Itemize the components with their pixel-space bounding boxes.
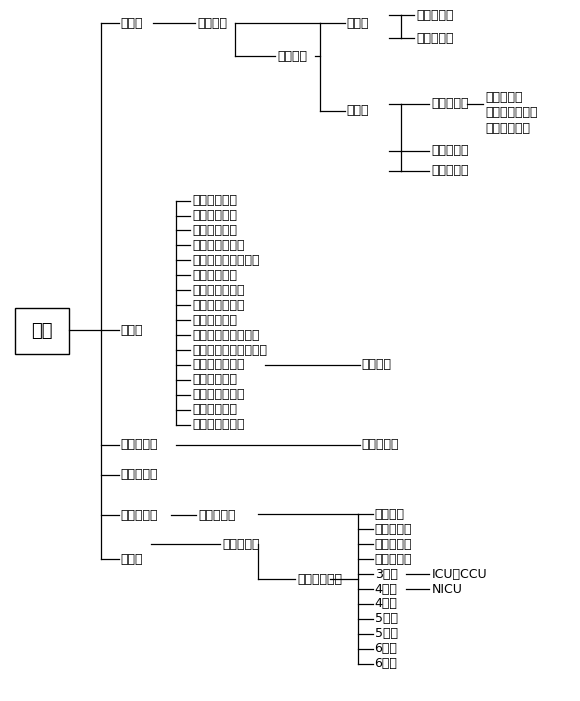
Text: 4　東: 4 東 bbox=[375, 583, 397, 596]
Text: 5　西: 5 西 bbox=[375, 627, 398, 641]
Text: 庶　務　係: 庶 務 係 bbox=[416, 9, 454, 22]
Text: 事務部: 事務部 bbox=[121, 17, 143, 30]
Text: 診療録管理室: 診療録管理室 bbox=[485, 123, 530, 135]
Text: 院長: 院長 bbox=[31, 322, 53, 340]
Text: 6　東: 6 東 bbox=[375, 642, 397, 655]
Text: 放　射　線　科: 放 射 線 科 bbox=[193, 358, 245, 372]
Text: 泌　尿　器　科: 泌 尿 器 科 bbox=[193, 284, 245, 297]
Text: 事務次長: 事務次長 bbox=[277, 50, 307, 62]
Text: 栄養相談室: 栄養相談室 bbox=[198, 509, 236, 522]
Text: 外　　　　科: 外 科 bbox=[193, 224, 237, 237]
Text: 精　神　　科: 精 神 科 bbox=[193, 403, 237, 416]
Text: 5　東: 5 東 bbox=[375, 613, 398, 625]
Text: 総看護師長: 総看護師長 bbox=[222, 538, 260, 551]
Text: 臨床検査室: 臨床検査室 bbox=[362, 438, 399, 451]
Text: 外　　来: 外 来 bbox=[375, 508, 405, 521]
Text: 放射線室: 放射線室 bbox=[362, 358, 392, 372]
Text: 3　東: 3 東 bbox=[375, 568, 397, 580]
Text: 会　計　係: 会 計 係 bbox=[432, 144, 469, 157]
Text: 診療科: 診療科 bbox=[121, 324, 143, 336]
Text: 6　西: 6 西 bbox=[375, 658, 397, 670]
FancyBboxPatch shape bbox=[15, 308, 69, 354]
Text: 4　西: 4 西 bbox=[375, 597, 397, 611]
Text: 栄養管理係: 栄養管理係 bbox=[121, 509, 158, 522]
Text: ICU・CCU: ICU・CCU bbox=[432, 568, 487, 580]
Text: 眼　　　　科: 眼 科 bbox=[193, 313, 237, 327]
Text: 看護科: 看護科 bbox=[121, 552, 143, 566]
Text: 総務課: 総務課 bbox=[347, 17, 369, 30]
Text: 手　術　室: 手 術 室 bbox=[375, 523, 412, 536]
Text: NICU: NICU bbox=[432, 583, 462, 596]
Text: 耳　鼻　咽　喉　科: 耳 鼻 咽 喉 科 bbox=[193, 329, 260, 341]
Text: 医事課: 医事課 bbox=[347, 104, 369, 118]
Text: 神　経　内　科: 神 経 内 科 bbox=[193, 388, 245, 402]
Text: 脳　神　経　外　科: 脳 神 経 外 科 bbox=[193, 254, 260, 267]
Text: 医療相談室: 医療相談室 bbox=[485, 90, 523, 104]
Text: 小　児　　科: 小 児 科 bbox=[193, 209, 237, 222]
Text: 医　事　係: 医 事 係 bbox=[432, 97, 469, 111]
Text: リハビリテーション科: リハビリテーション科 bbox=[193, 343, 267, 357]
Text: 麻　酔　　科: 麻 酔 科 bbox=[193, 374, 237, 386]
Text: 事務局長: 事務局長 bbox=[197, 17, 227, 30]
Text: 副総看護師長: 副総看護師長 bbox=[297, 573, 342, 585]
Text: 整　形　外　科: 整 形 外 科 bbox=[193, 239, 245, 252]
Text: 産　婦　人　科: 産 婦 人 科 bbox=[193, 299, 245, 312]
Text: 人工透析室: 人工透析室 bbox=[375, 552, 412, 566]
Text: 心　療　内　科: 心 療 内 科 bbox=[193, 418, 245, 431]
Text: 整　備　係: 整 備 係 bbox=[416, 32, 454, 45]
Text: 用　度　係: 用 度 係 bbox=[432, 164, 469, 177]
Text: 薬　剤　科: 薬 剤 科 bbox=[121, 468, 158, 481]
Text: 臨床検査科: 臨床検査科 bbox=[121, 438, 158, 451]
Text: 皮　膚　　科: 皮 膚 科 bbox=[193, 268, 237, 282]
Text: 中央材料室: 中央材料室 bbox=[375, 538, 412, 551]
Text: 地域医療連携室: 地域医療連携室 bbox=[485, 107, 538, 119]
Text: 内　　　　科: 内 科 bbox=[193, 194, 237, 207]
